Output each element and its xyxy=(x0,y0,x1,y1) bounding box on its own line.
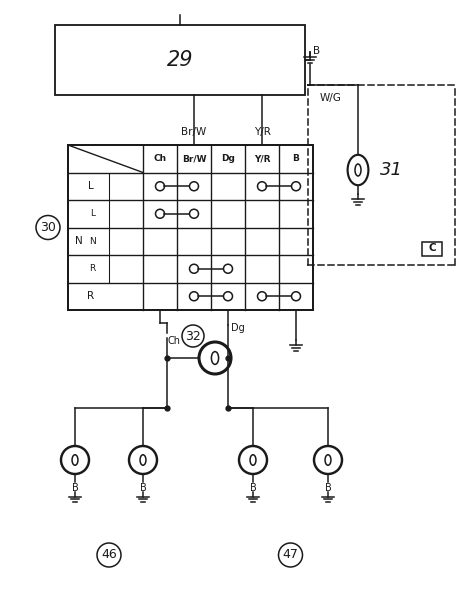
Text: B: B xyxy=(250,483,256,493)
Text: 47: 47 xyxy=(283,549,299,562)
Text: Dg: Dg xyxy=(231,323,245,333)
Text: 31: 31 xyxy=(380,161,403,179)
Text: Dg: Dg xyxy=(221,154,235,163)
Text: Ch: Ch xyxy=(168,336,181,346)
Bar xyxy=(55,25,305,95)
Text: 29: 29 xyxy=(167,50,193,70)
Text: Y/R: Y/R xyxy=(254,127,271,137)
Text: W/G: W/G xyxy=(320,93,342,103)
Text: 32: 32 xyxy=(185,330,201,343)
Text: B: B xyxy=(292,154,300,163)
Text: B: B xyxy=(325,483,331,493)
Text: Ch: Ch xyxy=(154,154,166,163)
Text: R: R xyxy=(89,264,95,273)
Text: Br/W: Br/W xyxy=(182,154,206,163)
Text: B: B xyxy=(140,483,146,493)
Text: Br/W: Br/W xyxy=(182,127,207,137)
Text: C: C xyxy=(428,243,436,253)
Text: N: N xyxy=(89,237,96,246)
Text: Y/R: Y/R xyxy=(254,154,270,163)
Text: B: B xyxy=(313,46,320,56)
Bar xyxy=(68,145,313,310)
Text: R: R xyxy=(87,291,94,301)
Text: L: L xyxy=(90,210,95,219)
Text: 30: 30 xyxy=(40,221,56,234)
Text: L: L xyxy=(88,181,93,191)
Text: N: N xyxy=(75,236,83,246)
Text: 46: 46 xyxy=(101,549,117,562)
Text: B: B xyxy=(72,483,78,493)
Bar xyxy=(422,242,442,256)
